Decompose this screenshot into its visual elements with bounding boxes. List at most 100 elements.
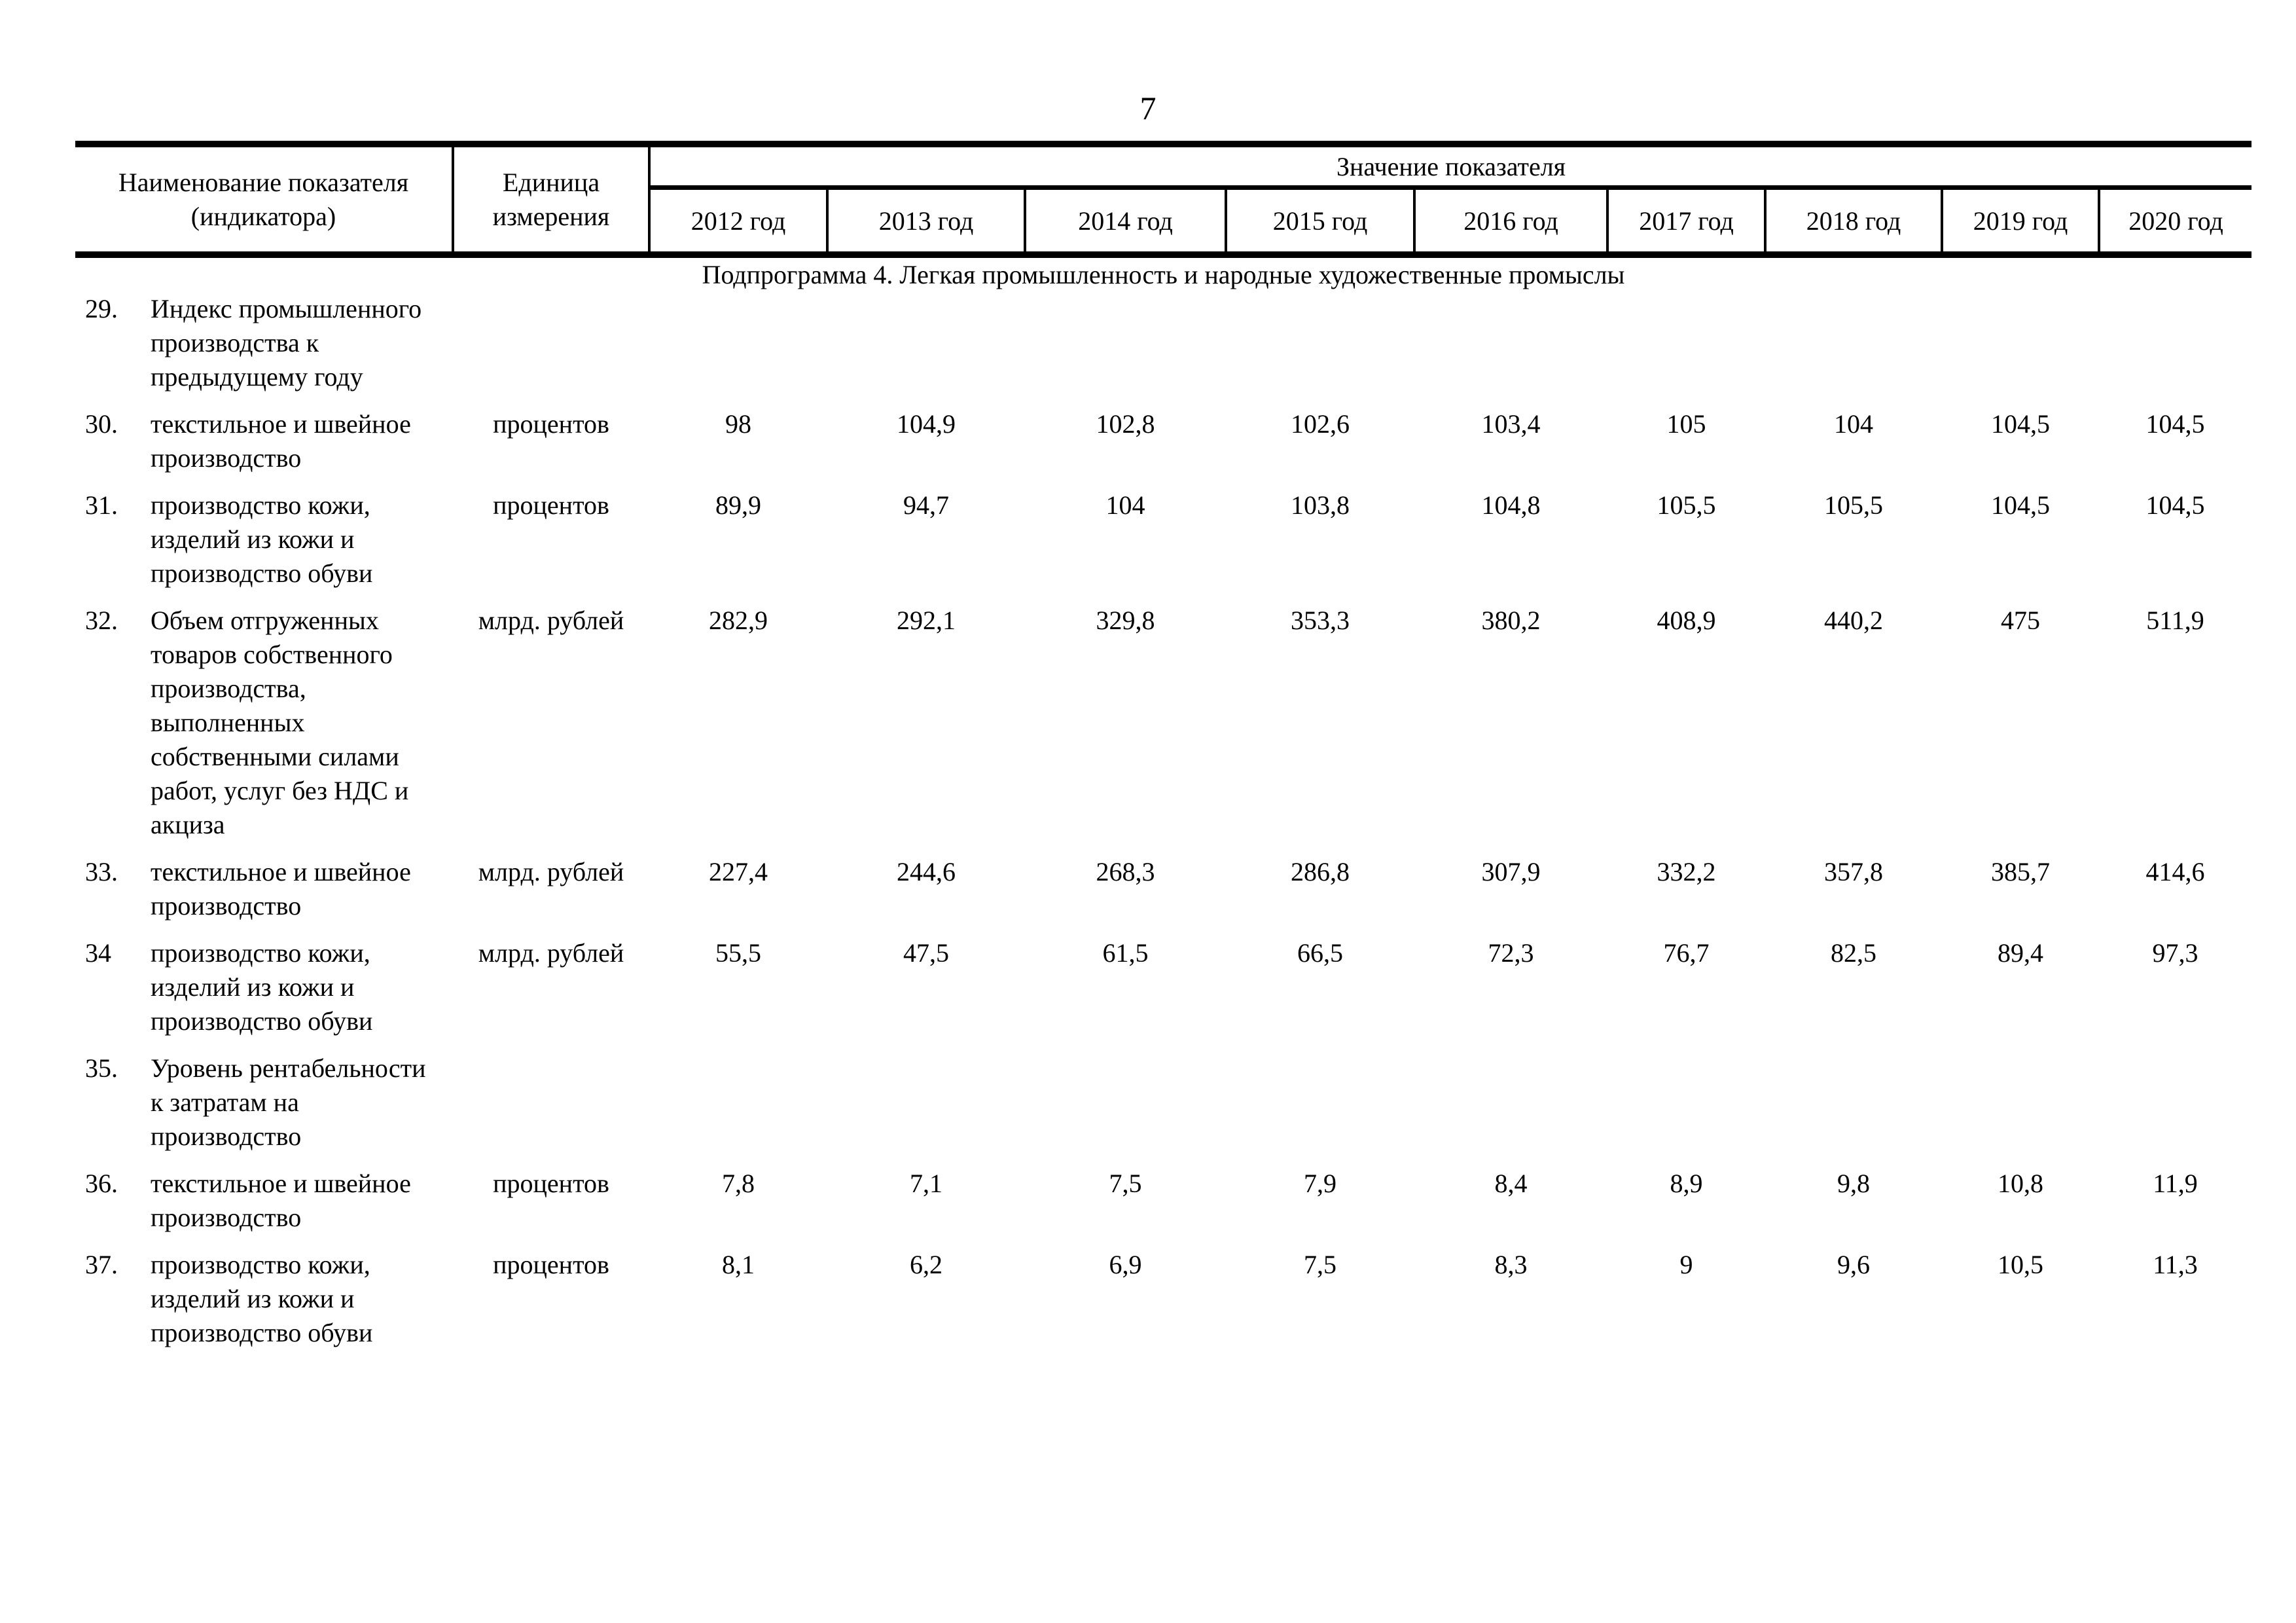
value-cell: 105,5 <box>1657 490 1716 520</box>
value-cell: 357,8 <box>1824 857 1883 886</box>
value-cell: 292,1 <box>897 606 956 635</box>
value-cell: 9,8 <box>1837 1169 1870 1198</box>
header-year-2019: 2019 год <box>1942 187 2100 258</box>
value-cell: 10,5 <box>1998 1250 2043 1279</box>
value-cell <box>1765 292 1942 407</box>
unit-cell <box>453 292 649 407</box>
row-number: 30. <box>85 409 118 439</box>
indicator-name: текстильное и швейное производство <box>151 409 411 473</box>
value-cell: 103,4 <box>1481 409 1541 439</box>
unit-cell: процентов <box>493 490 609 520</box>
table-row: 32. Объем отгруженных товаров собственно… <box>75 604 2251 855</box>
value-cell: 11,9 <box>2153 1169 2198 1198</box>
section-title-row: Подпрограмма 4. Легкая промышленность и … <box>75 255 2251 292</box>
header-unit-column: Единица измерения <box>453 141 651 258</box>
value-cell: 104,9 <box>897 409 956 439</box>
value-cell: 9,6 <box>1837 1250 1870 1279</box>
value-cell <box>827 1051 1025 1167</box>
value-cell: 6,2 <box>910 1250 942 1279</box>
table-row: 36. текстильное и швейное производство п… <box>75 1167 2251 1248</box>
value-cell <box>2099 1051 2251 1167</box>
table-row: 30. текстильное и швейное производство п… <box>75 407 2251 488</box>
value-cell: 104,5 <box>1991 409 2050 439</box>
value-cell: 408,9 <box>1657 606 1716 635</box>
value-cell <box>1607 1051 1765 1167</box>
header-year-2020: 2020 год <box>2099 187 2252 258</box>
value-cell: 8,1 <box>722 1250 755 1279</box>
value-cell: 55,5 <box>715 938 761 968</box>
value-cell: 8,3 <box>1494 1250 1528 1279</box>
value-cell: 94,7 <box>903 490 949 520</box>
indicator-name: производство кожи, изделий из кожи и про… <box>151 1250 373 1347</box>
value-cell: 380,2 <box>1481 606 1541 635</box>
header-year-2018: 2018 год <box>1765 187 1943 258</box>
value-cell: 104,5 <box>1991 490 2050 520</box>
indicator-name: производство кожи, изделий из кожи и про… <box>151 490 373 588</box>
value-cell: 103,8 <box>1291 490 1350 520</box>
value-cell: 72,3 <box>1488 938 1534 968</box>
header-year-2014: 2014 год <box>1025 187 1227 258</box>
value-cell: 7,5 <box>1304 1250 1336 1279</box>
value-cell: 9 <box>1679 1250 1693 1279</box>
table-row: 34 производство кожи, изделий из кожи и … <box>75 936 2251 1051</box>
indicator-name: текстильное и швейное производство <box>151 1169 411 1232</box>
value-cell <box>1226 292 1414 407</box>
value-cell: 105 <box>1666 409 1706 439</box>
value-cell: 7,1 <box>910 1169 942 1198</box>
indicator-name: Объем отгруженных товаров собственного п… <box>151 606 409 839</box>
row-number: 35. <box>85 1053 118 1083</box>
indicator-name: Индекс промышленного производства к пред… <box>151 294 422 392</box>
value-cell: 7,9 <box>1304 1169 1336 1198</box>
value-cell <box>1414 292 1607 407</box>
value-cell: 8,4 <box>1494 1169 1528 1198</box>
value-cell: 82,5 <box>1831 938 1876 968</box>
value-cell <box>1942 292 2099 407</box>
value-cell: 8,9 <box>1670 1169 1703 1198</box>
unit-cell: процентов <box>493 1169 609 1198</box>
header-year-2017: 2017 год <box>1607 187 1767 258</box>
unit-cell: млрд. рублей <box>478 857 624 886</box>
row-number: 34 <box>85 938 111 968</box>
value-cell: 105,5 <box>1824 490 1883 520</box>
value-cell <box>1025 292 1226 407</box>
value-cell: 102,8 <box>1096 409 1155 439</box>
value-cell: 98 <box>725 409 751 439</box>
value-cell: 7,8 <box>722 1169 755 1198</box>
header-row-top: Наименование показателя (индикатора) Еди… <box>75 141 2252 258</box>
unit-cell <box>453 1051 649 1167</box>
value-cell <box>827 292 1025 407</box>
row-number: 32. <box>85 606 118 635</box>
value-cell: 104 <box>1834 409 1873 439</box>
value-cell: 97,3 <box>2152 938 2198 968</box>
value-cell: 10,8 <box>1998 1169 2043 1198</box>
indicators-table: Наименование показателя (индикатора) Еди… <box>75 141 2252 1363</box>
table-row: 33. текстильное и швейное производство м… <box>75 855 2251 936</box>
value-cell: 104,8 <box>1481 490 1541 520</box>
unit-cell: процентов <box>493 409 609 439</box>
value-cell: 104,5 <box>2145 409 2205 439</box>
header-year-2015: 2015 год <box>1226 187 1416 258</box>
indicator-name: текстильное и швейное производство <box>151 857 411 921</box>
value-cell: 511,9 <box>2146 606 2204 635</box>
unit-cell: млрд. рублей <box>478 938 624 968</box>
value-cell <box>1025 1051 1226 1167</box>
value-cell <box>1765 1051 1942 1167</box>
indicator-name: производство кожи, изделий из кожи и про… <box>151 938 373 1036</box>
value-cell: 89,4 <box>1998 938 2043 968</box>
indicator-name: Уровень рентабельности к затратам на про… <box>151 1053 426 1151</box>
value-cell: 244,6 <box>897 857 956 886</box>
value-cell: 61,5 <box>1102 938 1149 968</box>
header-name-column: Наименование показателя (индикатора) <box>75 141 454 258</box>
page-number: 7 <box>1139 90 1157 126</box>
unit-cell: млрд. рублей <box>478 606 624 635</box>
value-cell: 89,9 <box>715 490 761 520</box>
value-cell <box>649 1051 827 1167</box>
row-number: 31. <box>85 490 118 520</box>
row-number: 36. <box>85 1169 118 1198</box>
header-row-years: 2012 год 2013 год 2014 год 2015 год 2016… <box>75 187 2252 258</box>
value-cell: 282,9 <box>709 606 768 635</box>
value-cell: 307,9 <box>1481 857 1541 886</box>
value-cell: 47,5 <box>903 938 949 968</box>
value-cell: 66,5 <box>1297 938 1343 968</box>
